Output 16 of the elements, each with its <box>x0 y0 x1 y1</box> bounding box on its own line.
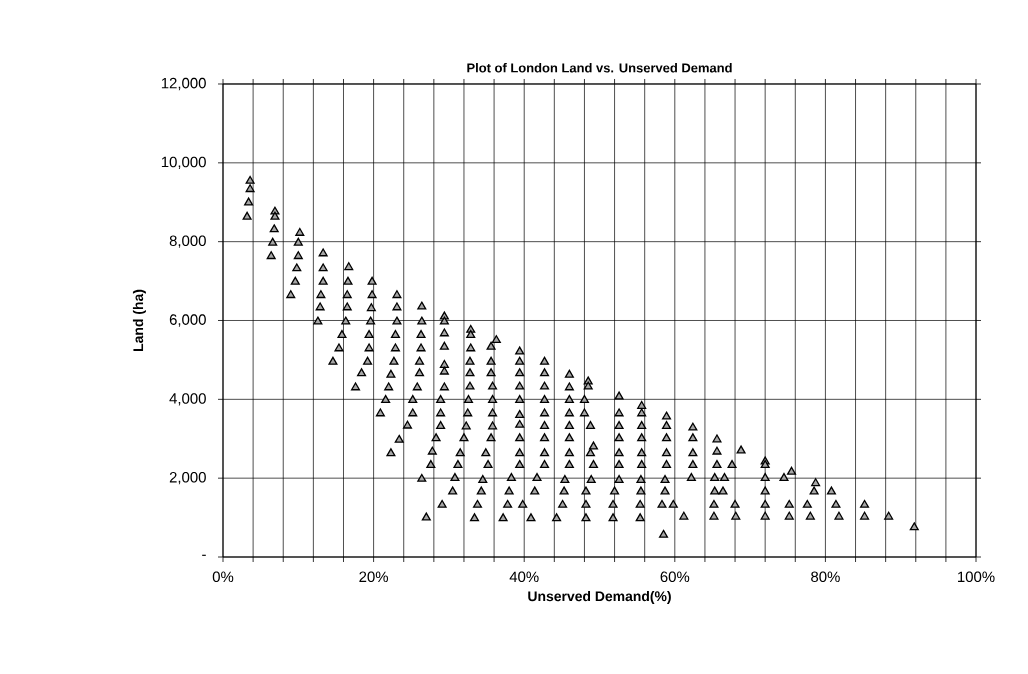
x-tick-label: 60% <box>660 571 690 583</box>
y-axis-title: Land (ha) <box>132 289 146 351</box>
x-tick-label: 80% <box>811 571 840 583</box>
chart-title: Plot of London Land vs. Unserved Demand <box>467 62 732 73</box>
y-tick-label: 8,000 <box>169 235 206 248</box>
y-tick-label: 10,000 <box>161 156 206 169</box>
y-tick-label: 12,000 <box>161 77 206 91</box>
y-tick-label: - <box>202 554 206 556</box>
y-tick-label: 2,000 <box>169 471 206 485</box>
x-tick-label: 20% <box>359 571 389 583</box>
y-tick-label: 4,000 <box>169 393 206 406</box>
y-tick-label: 6,000 <box>169 314 206 327</box>
x-tick-label: 0% <box>212 571 234 583</box>
x-tick-label: 100% <box>958 571 995 583</box>
x-axis-title: Unserved Demand(%) <box>528 590 671 604</box>
x-tick-label: 40% <box>509 571 539 583</box>
